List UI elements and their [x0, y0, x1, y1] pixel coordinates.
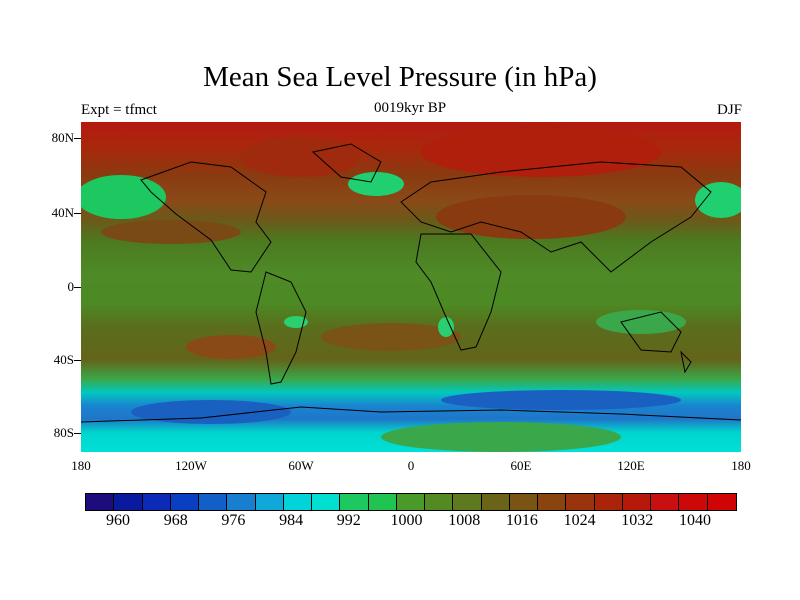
colorbar-swatch [707, 494, 736, 510]
colorbar-swatch [142, 494, 171, 510]
colorbar-swatch [622, 494, 651, 510]
colorbar-swatch [396, 494, 425, 510]
pressure-field [81, 127, 741, 452]
pressure-map [81, 122, 741, 452]
map-overlay [81, 127, 741, 452]
colorbar-label: 976 [221, 512, 246, 529]
colorbar-label: 960 [106, 512, 130, 529]
colorbar-swatch [481, 494, 510, 510]
colorbar-swatch [594, 494, 623, 510]
y-tick-0: 0 [67, 279, 75, 294]
x-tick-180w: 180 [71, 458, 91, 473]
colorbar-swatch [566, 494, 595, 510]
experiment-label: Expt = tfmct [81, 102, 157, 118]
colorbar-label: 1008 [448, 512, 481, 529]
colorbar-swatch [368, 494, 397, 510]
chart-title: Mean Sea Level Pressure (in hPa) [203, 61, 597, 93]
colorbar-swatch [679, 494, 708, 510]
colorbar-label: 984 [279, 512, 304, 529]
colorbar-swatch [509, 494, 538, 510]
x-tick-0: 0 [407, 458, 415, 473]
y-tick-mark [74, 213, 81, 214]
colorbar-swatch [312, 494, 341, 510]
colorbar-label: 1016 [505, 512, 538, 529]
x-tick-60e: 60E [510, 458, 532, 473]
time-label: 0019kyr BP [373, 100, 447, 116]
season-label: DJF [716, 102, 742, 118]
colorbar-swatch [340, 494, 369, 510]
colorbar [85, 493, 737, 511]
colorbar-label: 968 [163, 512, 188, 529]
colorbar-swatch [538, 494, 567, 510]
y-tick-mark [74, 138, 81, 139]
colorbar-label: 1032 [621, 512, 654, 529]
x-tick-120w: 120W [175, 458, 207, 473]
y-tick-mark [74, 287, 81, 288]
y-tick-80n: 80N [51, 130, 74, 145]
coastlines [81, 143, 741, 423]
colorbar-swatch [453, 494, 482, 510]
colorbar-swatch [114, 494, 143, 510]
x-tick-180e: 180 [731, 458, 751, 473]
colorbar-label: 992 [336, 512, 361, 529]
y-tick-mark [74, 360, 81, 361]
colorbar-label: 1024 [563, 512, 596, 529]
colorbar-swatch [255, 494, 284, 510]
x-tick-120e: 120E [617, 458, 645, 473]
colorbar-swatch [86, 494, 115, 510]
colorbar-swatch [227, 494, 256, 510]
y-tick-40s: 40S [53, 352, 74, 367]
colorbar-swatch [651, 494, 680, 510]
y-tick-80s: 80S [53, 425, 74, 440]
colorbar-label: 1000 [390, 512, 423, 529]
colorbar-swatch [199, 494, 228, 510]
y-tick-mark [74, 433, 81, 434]
colorbar-swatch [170, 494, 199, 510]
x-tick-60w: 60W [288, 458, 314, 473]
y-tick-40n: 40N [51, 205, 74, 220]
colorbar-swatch [425, 494, 454, 510]
colorbar-swatch [283, 494, 312, 510]
colorbar-label: 1040 [679, 512, 711, 529]
